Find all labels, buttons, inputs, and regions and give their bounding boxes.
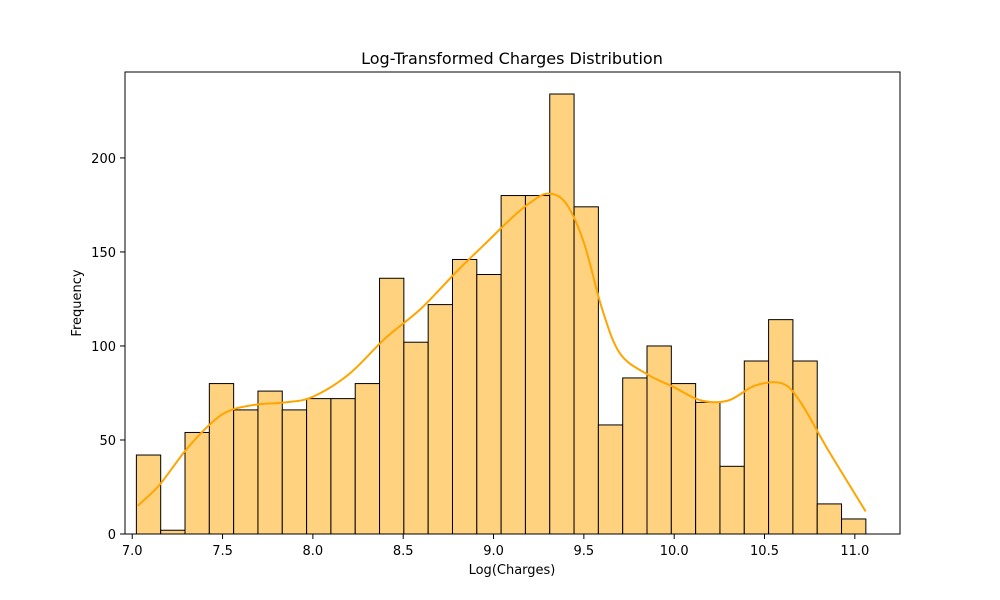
x-tick-label: 10.0 [660,544,689,559]
y-axis: 0 50 100 150 200 [91,152,125,543]
y-tick-label: 100 [91,340,116,355]
x-axis: 7.0 7.5 8.0 8.5 9.0 9.5 10.0 10.5 11.0 [122,534,869,559]
histogram-bar [451,258,478,535]
y-tick-label: 150 [91,246,116,261]
histogram-bar [549,93,575,535]
histogram-bar [379,277,405,535]
chart-title: Log-Transformed Charges Distribution [361,49,663,68]
histogram-bar [816,503,843,535]
histogram-bar [524,195,551,535]
x-tick-label: 8.0 [303,544,324,559]
y-tick-label: 0 [108,528,116,543]
x-tick-label: 7.5 [212,544,233,559]
histogram-bar [695,401,721,535]
histogram-bar [597,424,624,535]
x-tick-label: 11.0 [840,544,869,559]
histogram-bar [841,518,867,535]
x-tick-label: 8.5 [393,544,414,559]
histogram-bar [573,206,599,535]
x-tick-label: 9.0 [483,544,504,559]
histogram-bar [208,383,235,535]
histogram-bar [646,345,672,535]
x-tick-label: 9.5 [574,544,595,559]
histogram-bar [719,465,745,535]
histogram-bar [281,409,308,535]
histogram-bar [233,409,259,535]
histogram-bar [768,319,794,535]
x-axis-label: Log(Charges) [469,563,556,578]
kde-curve [136,192,867,512]
histogram-bar [330,398,356,535]
histogram-bar [403,341,429,535]
y-tick-label: 50 [99,434,116,449]
histogram-bar [160,529,186,535]
plot-frame [124,71,901,535]
histogram-bar [792,360,818,535]
histogram-bar [743,360,770,535]
x-tick-label: 10.5 [750,544,779,559]
y-tick-label: 200 [91,152,116,167]
bar-series [135,93,867,535]
histogram-bar [427,304,453,535]
histogram-bar [500,195,526,535]
histogram-bar [135,454,162,535]
histogram-bar [354,383,381,535]
y-axis-label: Frequency [70,269,85,336]
x-tick-label: 7.0 [122,544,143,559]
histogram-bar [622,377,648,535]
histogram-bar [257,390,283,535]
histogram-bar [306,398,332,535]
histogram-bar [670,383,697,535]
histogram-bar [476,274,502,535]
